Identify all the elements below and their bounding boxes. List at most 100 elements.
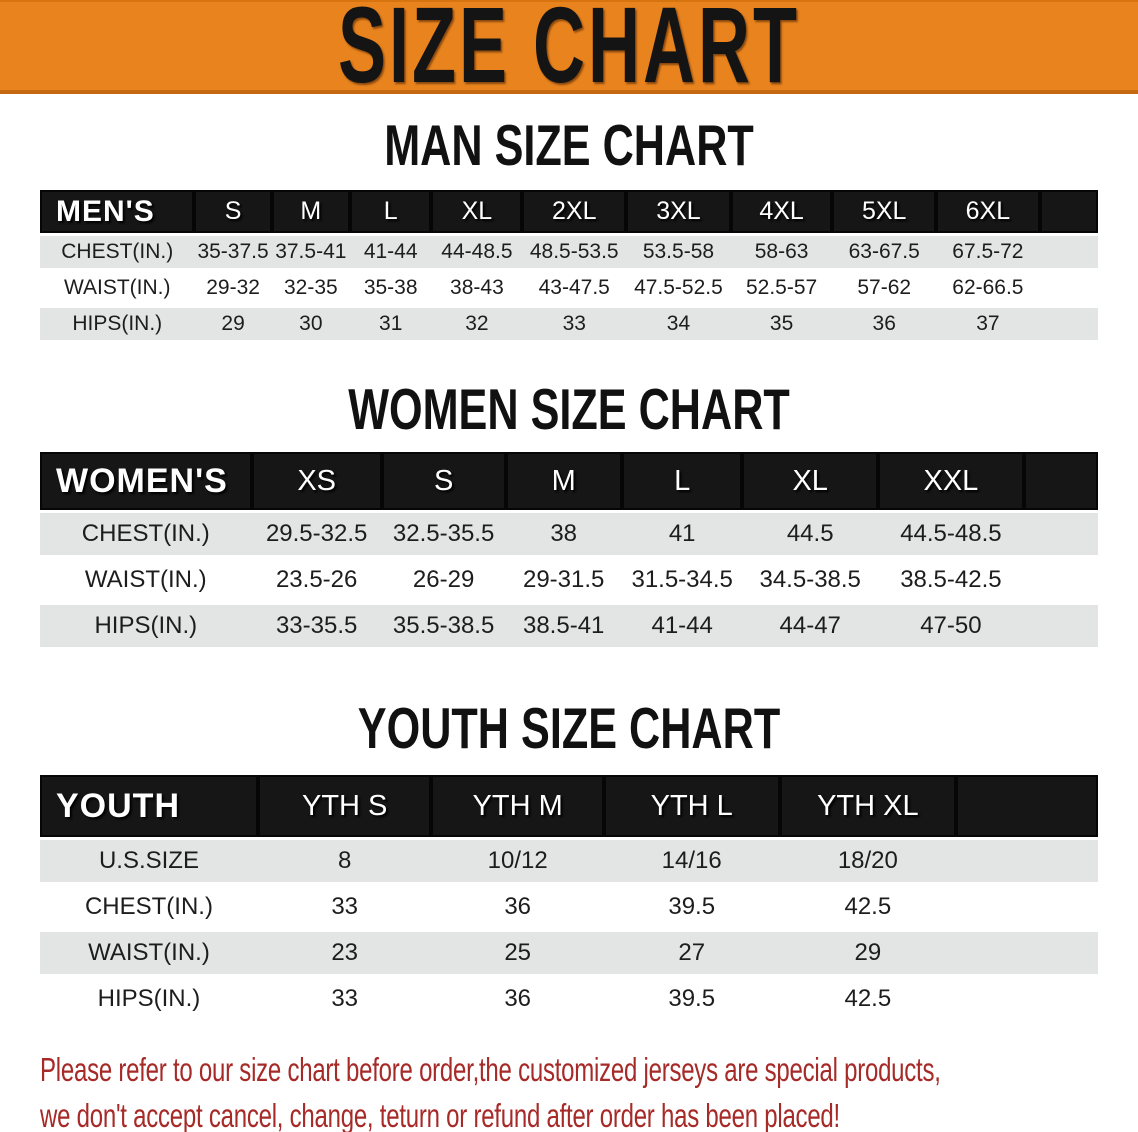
value-cell: 29-32: [194, 272, 272, 308]
row-spacer-cell: [1023, 559, 1098, 605]
row-label-cell: CHEST(IN.): [40, 886, 258, 932]
row-spacer-cell: [1039, 236, 1098, 272]
row-spacer-cell: [1023, 605, 1098, 651]
value-cell: 35-38: [349, 272, 432, 308]
disclaimer-line-2: we don't accept cancel, change, teturn o…: [40, 1098, 840, 1132]
size-column-header: YTH S: [257, 775, 432, 840]
value-cell: 37.5-41: [271, 236, 350, 272]
value-cell: 43-47.5: [522, 272, 627, 308]
value-cell: 35-37.5: [194, 236, 272, 272]
size-column-header: 2XL: [522, 190, 627, 236]
row-label-cell: HIPS(IN.): [40, 605, 252, 651]
table-row: CHEST(IN.) 35-37.5 37.5-41 41-44 44-48.5 48.5…: [40, 236, 1098, 272]
row-spacer-cell: [1039, 308, 1098, 344]
youth-section: YOUTH SIZE CHART YOUTH YTH S YTH M YTH L YTH…: [0, 700, 1138, 1024]
row-spacer-cell: [1039, 272, 1098, 308]
men-size-table: MEN'S S M L XL 2XL 3XL 4XL 5XL 6XL CHEST(IN.) 35-37…: [40, 190, 1098, 344]
header-spacer-cell: [1023, 452, 1098, 513]
value-cell: 44.5-48.5: [877, 513, 1024, 559]
size-column-header: XXL: [877, 452, 1024, 513]
table-row: HIPS(IN.) 33-35.5 35.5-38.5 38.5-41 41-44 44-…: [40, 605, 1098, 651]
women-section: WOMEN SIZE CHART WOMEN'S XS S M L XL XXL CHEST(…: [0, 378, 1138, 651]
table-row: CHEST(IN.) 33 36 39.5 42.5: [40, 886, 1098, 932]
size-column-header: YTH M: [431, 775, 604, 840]
value-cell: 57-62: [832, 272, 937, 308]
value-cell: 44.5: [742, 513, 878, 559]
value-cell: 41-44: [621, 605, 743, 651]
size-column-header: XL: [742, 452, 878, 513]
row-spacer-cell: [956, 932, 1098, 978]
men-section-heading: MAN SIZE CHART: [384, 114, 754, 178]
table-row: U.S.SIZE 8 10/12 14/16 18/20: [40, 840, 1098, 886]
row-label-cell: WAIST(IN.): [40, 932, 258, 978]
value-cell: 34.5-38.5: [742, 559, 878, 605]
size-column-header: L: [349, 190, 432, 236]
size-chart-banner: SIZE CHART: [0, 0, 1138, 99]
value-cell: 14/16: [603, 840, 780, 886]
row-spacer-cell: [956, 886, 1098, 932]
value-cell: 41: [621, 513, 743, 559]
youth-size-table: YOUTH YTH S YTH M YTH L YTH XL U.S.SIZE 8 10/12…: [40, 775, 1098, 1024]
size-header-row: YOUTH YTH S YTH M YTH L YTH XL: [40, 775, 1098, 840]
value-cell: 36: [431, 978, 604, 1024]
header-spacer-cell: [1039, 190, 1098, 236]
value-cell: 29-31.5: [505, 559, 622, 605]
value-cell: 42.5: [779, 886, 957, 932]
value-cell: 39.5: [603, 886, 780, 932]
value-cell: 26-29: [381, 559, 506, 605]
size-column-header: M: [505, 452, 622, 513]
value-cell: 63-67.5: [832, 236, 937, 272]
youth-size-table-container: YOUTH YTH S YTH M YTH L YTH XL U.S.SIZE 8 10/12…: [0, 775, 1138, 1024]
table-row: WAIST(IN.) 23.5-26 26-29 29-31.5 31.5-34.5 34…: [40, 559, 1098, 605]
value-cell: 62-66.5: [936, 272, 1040, 308]
size-header-row: WOMEN'S XS S M L XL XXL: [40, 452, 1098, 513]
size-header-row: MEN'S S M L XL 2XL 3XL 4XL 5XL 6XL: [40, 190, 1098, 236]
table-title-cell: MEN'S: [40, 190, 195, 236]
row-label-cell: WAIST(IN.): [40, 272, 195, 308]
size-column-header: 3XL: [626, 190, 731, 236]
women-section-heading: WOMEN SIZE CHART: [348, 378, 790, 442]
size-column-header: 4XL: [730, 190, 833, 236]
value-cell: 32: [431, 308, 523, 344]
value-cell: 38.5-41: [505, 605, 622, 651]
value-cell: 31: [349, 308, 432, 344]
disclaimer-text: Please refer to our size chart before or…: [40, 1048, 1138, 1132]
value-cell: 38: [505, 513, 622, 559]
value-cell: 33: [522, 308, 627, 344]
value-cell: 47.5-52.5: [626, 272, 731, 308]
value-cell: 27: [603, 932, 780, 978]
row-label-cell: HIPS(IN.): [40, 978, 258, 1024]
size-column-header: S: [381, 452, 506, 513]
value-cell: 39.5: [603, 978, 780, 1024]
value-cell: 25: [431, 932, 604, 978]
row-label-cell: CHEST(IN.): [40, 513, 252, 559]
value-cell: 32.5-35.5: [381, 513, 506, 559]
value-cell: 58-63: [730, 236, 833, 272]
value-cell: 47-50: [877, 605, 1024, 651]
table-row: CHEST(IN.) 29.5-32.5 32.5-35.5 38 41 44.5 44.5…: [40, 513, 1098, 559]
table-title-cell: WOMEN'S: [40, 452, 252, 513]
size-column-header: 5XL: [832, 190, 937, 236]
size-column-header: YTH L: [603, 775, 780, 840]
value-cell: 35.5-38.5: [381, 605, 506, 651]
women-size-table-container: WOMEN'S XS S M L XL XXL CHEST(IN.) 29.5-32.5 32.5…: [0, 452, 1138, 651]
value-cell: 44-48.5: [431, 236, 523, 272]
size-column-header: XS: [251, 452, 382, 513]
row-label-cell: WAIST(IN.): [40, 559, 252, 605]
header-spacer-cell: [956, 775, 1098, 840]
value-cell: 44-47: [742, 605, 878, 651]
value-cell: 36: [832, 308, 937, 344]
size-column-header: XL: [431, 190, 523, 236]
value-cell: 8: [257, 840, 432, 886]
value-cell: 48.5-53.5: [522, 236, 627, 272]
disclaimer-line-1: Please refer to our size chart before or…: [40, 1052, 941, 1089]
table-row: WAIST(IN.) 23 25 27 29: [40, 932, 1098, 978]
value-cell: 38.5-42.5: [877, 559, 1024, 605]
size-column-header: L: [621, 452, 743, 513]
value-cell: 41-44: [349, 236, 432, 272]
value-cell: 32-35: [271, 272, 350, 308]
value-cell: 67.5-72: [936, 236, 1040, 272]
row-label-cell: CHEST(IN.): [40, 236, 195, 272]
value-cell: 23: [257, 932, 432, 978]
value-cell: 36: [431, 886, 604, 932]
